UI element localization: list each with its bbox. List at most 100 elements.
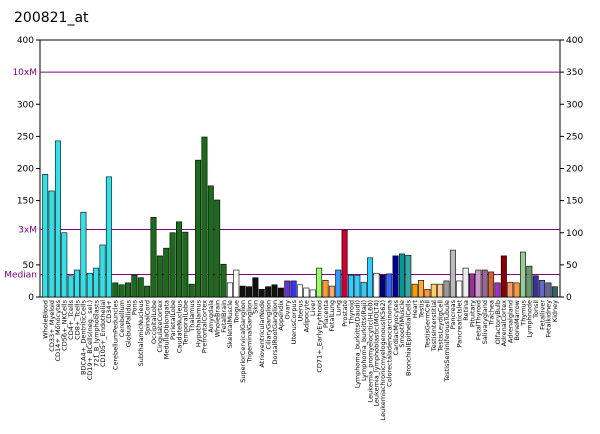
bar xyxy=(297,284,303,298)
x-tick-label: TestisSeminiferousTubule xyxy=(443,300,451,383)
x-tick-label: Leukemia_lymphoblastic(MOLT4) xyxy=(373,300,381,407)
x-tick-label: Tonsil xyxy=(532,300,540,319)
x-tick-label: TestisGermCell xyxy=(424,300,432,349)
bar xyxy=(175,221,182,298)
bar xyxy=(373,272,380,298)
bar xyxy=(481,269,488,298)
y2-tick-label: 300 xyxy=(566,100,583,110)
bar xyxy=(93,267,100,298)
x-tick-label: PrefrontalCortex xyxy=(201,300,209,353)
x-tick-label: Lung xyxy=(335,300,343,316)
bar xyxy=(532,275,539,298)
bar xyxy=(169,232,176,298)
bar xyxy=(424,288,431,298)
y-tick-label: 250 xyxy=(17,132,34,142)
x-tick-label: Lymphnode xyxy=(526,300,534,338)
bar xyxy=(469,273,475,298)
x-tick-label: UterusCorpus xyxy=(290,299,298,344)
y2-tick-label: 150 xyxy=(566,197,583,207)
bar xyxy=(405,254,412,298)
x-tick-label: CD14+_Monocytes xyxy=(54,299,62,361)
y2-tick-label: 350 xyxy=(566,68,583,78)
x-tick-label: SmoothMuscle xyxy=(398,300,406,348)
x-tick-label: MedullaOblongata xyxy=(163,300,171,359)
bar xyxy=(367,257,374,298)
x-tick-label: SubthalamicNucleus xyxy=(137,299,145,366)
bar xyxy=(551,286,558,298)
x-tick-label: Heart xyxy=(411,300,419,319)
bar xyxy=(67,275,74,298)
x-tick-label: TemporalLobe xyxy=(182,300,190,346)
bar xyxy=(430,283,437,298)
x-tick-label: Salivarygland xyxy=(481,300,489,344)
bar xyxy=(475,269,482,298)
y2-tick-label: 200 xyxy=(566,165,583,175)
y2-tick-label: 100 xyxy=(566,229,583,239)
y2-tick-label: 250 xyxy=(566,132,583,142)
bar xyxy=(182,231,189,298)
x-tick-label: CardiacMyocytes xyxy=(392,299,400,355)
bar xyxy=(341,229,348,298)
bar xyxy=(239,285,246,298)
bar xyxy=(347,274,354,298)
x-tick-label: Placenta xyxy=(322,300,330,328)
x-tick-label: SuperiorCervicalGanglion xyxy=(239,300,247,383)
y2-tick-label: 0 xyxy=(566,293,572,303)
y-tick-label: 50 xyxy=(23,261,35,271)
x-tick-label: Colorectaladenocarcinoma xyxy=(385,300,393,387)
reference-label: 10xM xyxy=(12,68,37,78)
bar xyxy=(163,247,170,298)
chart-title: 200821_at xyxy=(14,10,89,26)
x-tick-label: Pituitary xyxy=(468,300,476,327)
bar xyxy=(105,176,112,298)
x-tick-label: Leukemiachronicmyelogenous(K562) xyxy=(379,300,387,420)
bar xyxy=(246,286,253,298)
x-tick-label: Thymus xyxy=(519,299,527,326)
x-tick-label: Kidney xyxy=(551,300,559,322)
x-tick-label: CD56+_NKCells xyxy=(61,299,69,350)
bar xyxy=(125,282,131,298)
bar xyxy=(418,279,425,298)
x-tick-label: WholeBrain xyxy=(213,300,221,337)
bar xyxy=(519,251,526,298)
bar xyxy=(80,211,87,298)
bar xyxy=(54,140,61,298)
x-tick-label: CaudateNucleus xyxy=(175,299,183,353)
bar xyxy=(316,267,323,298)
x-tick-label: TestisLeydigCell xyxy=(436,300,444,353)
bar xyxy=(545,282,552,298)
x-tick-label: Liver xyxy=(309,300,317,316)
bar xyxy=(303,287,310,298)
bar xyxy=(131,274,138,298)
x-tick-label: Fetalliver xyxy=(538,300,546,330)
plot-frame xyxy=(39,39,561,298)
bar xyxy=(201,136,208,298)
x-tick-label: CD34+ xyxy=(105,300,113,323)
x-tick-label: CD33+_Myeloid xyxy=(48,300,56,352)
x-tick-label: Fetalkidney xyxy=(545,300,553,338)
x-tick-label: FetalLung xyxy=(328,300,336,332)
bar xyxy=(322,279,329,298)
bar xyxy=(195,159,202,298)
bar xyxy=(86,272,93,298)
reference-label: Median xyxy=(4,271,37,281)
bar xyxy=(494,282,501,298)
bar xyxy=(284,280,291,298)
x-tick-label: PancreaticIslet xyxy=(456,300,464,348)
y2-tick-label: 50 xyxy=(566,261,578,271)
y2-tick-label: 400 xyxy=(566,36,583,46)
bar xyxy=(156,255,163,298)
bar xyxy=(309,289,316,298)
bar xyxy=(74,269,81,298)
x-tick-label: Trachea xyxy=(487,300,495,326)
bar xyxy=(462,267,469,298)
x-tick-label: AtrioventricularNode xyxy=(258,300,266,367)
x-tick-label: Retina xyxy=(462,300,470,321)
x-tick-label: GlobusPallidus xyxy=(124,299,132,347)
x-tick-label: Hypothalamus xyxy=(194,299,202,347)
bar xyxy=(443,280,450,298)
bar xyxy=(220,263,227,298)
x-tick-label: CiliaryGanglion xyxy=(264,300,272,349)
x-tick-label: FetalThyroid xyxy=(475,300,483,340)
x-tick-label: CD105+_Endothelial xyxy=(99,300,107,367)
